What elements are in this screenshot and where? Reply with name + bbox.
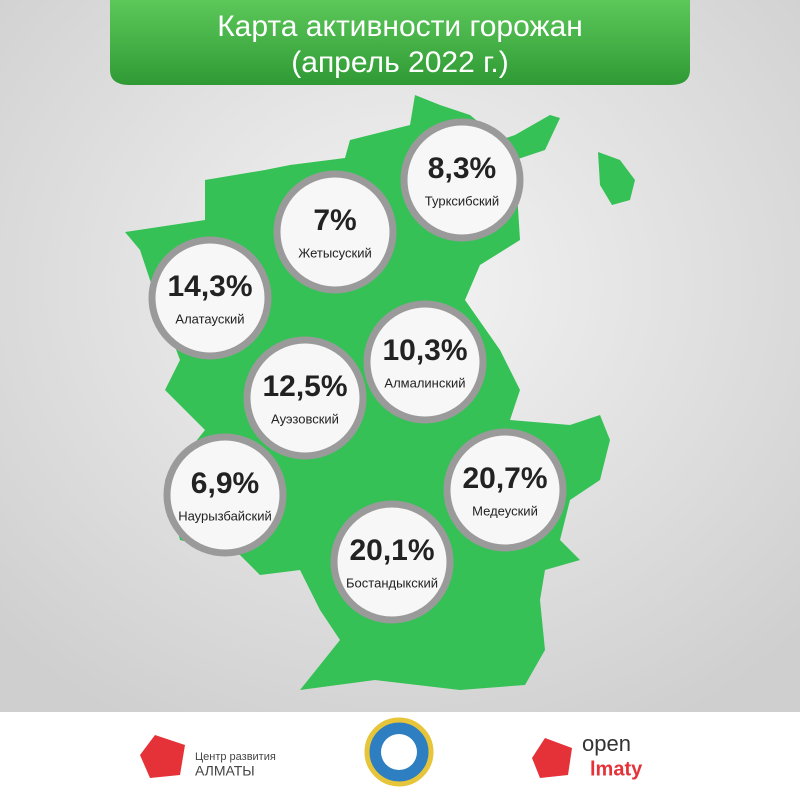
district-value: 14,3%	[167, 270, 252, 303]
district-circle	[273, 170, 397, 294]
title-banner	[110, 0, 690, 85]
district-value: 20,7%	[462, 462, 547, 495]
district-name: Бостандыкский	[346, 575, 438, 590]
district-circle	[163, 433, 287, 557]
district-name: Алатауский	[175, 311, 244, 326]
logo-open: open lmaty	[532, 731, 643, 780]
district-name: Жетысуский	[298, 245, 372, 260]
district-value: 6,9%	[191, 467, 259, 500]
logo-text: lmaty	[590, 758, 643, 780]
title: Карта активности горожан	[217, 10, 583, 43]
island	[598, 152, 635, 205]
subtitle: (апрель 2022 г.)	[291, 46, 508, 79]
district-value: 7%	[313, 204, 356, 237]
district-value: 8,3%	[428, 152, 496, 185]
city-emblem	[364, 717, 434, 787]
district-circle	[400, 118, 524, 242]
district-markers: 8,3% Турксибский 7% Жетысуский 14,3% Алатауск…	[148, 118, 567, 624]
district-value: 12,5%	[262, 370, 347, 403]
logo-center: Центр развития АЛМАТЫ	[140, 735, 276, 779]
district-circle	[148, 236, 272, 360]
district-name: Ауэзовский	[271, 411, 339, 426]
logo-icon	[532, 738, 572, 778]
district-name: Турксибский	[425, 193, 499, 208]
district-value: 10,3%	[382, 334, 467, 367]
logo-text: АЛМАТЫ	[195, 763, 255, 779]
district-name: Наурызбайский	[178, 508, 272, 523]
district-circle	[363, 300, 487, 424]
logo-icon	[140, 735, 185, 778]
district-value: 20,1%	[349, 534, 434, 567]
district-circle	[443, 428, 567, 552]
logo-text: Центр развития	[195, 751, 276, 763]
district-name: Медеуский	[472, 503, 538, 518]
emblem-center	[381, 734, 417, 770]
logo-text: open	[582, 731, 631, 756]
district-circle	[243, 336, 367, 460]
district-name: Алмалинский	[384, 375, 465, 390]
district-circle	[330, 500, 454, 624]
